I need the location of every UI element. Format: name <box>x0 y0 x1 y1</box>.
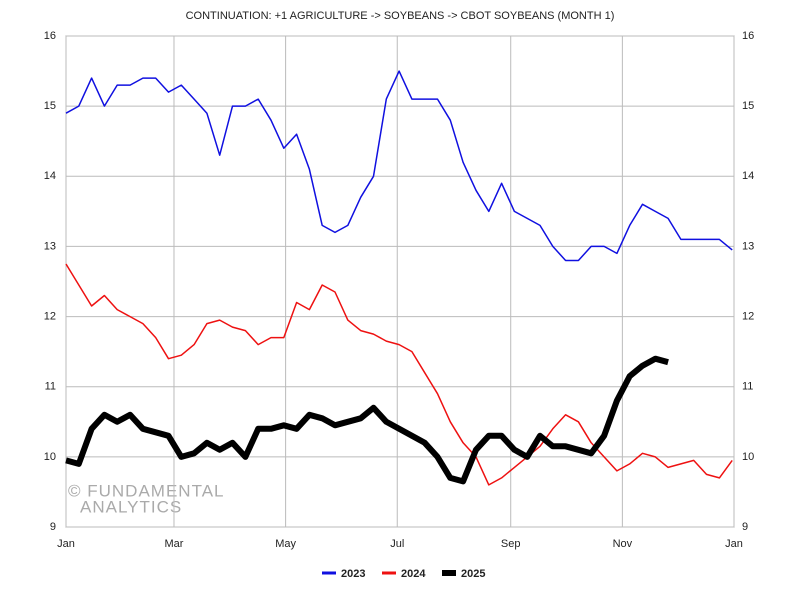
watermark: © FUNDAMENTAL <box>68 481 225 500</box>
y2-tick-label: 14 <box>742 170 754 182</box>
legend-label: 2023 <box>341 568 365 580</box>
x-tick-label: Jan <box>57 538 75 550</box>
plot-frame <box>65 35 735 528</box>
legend-label: 2024 <box>401 568 426 580</box>
chart-title: CONTINUATION: +1 AGRICULTURE -> SOYBEANS… <box>186 10 615 22</box>
y-tick-label: 12 <box>44 310 56 322</box>
x-tick-label: Mar <box>165 538 184 550</box>
y2-tick-label: 9 <box>742 521 748 533</box>
y-tick-label: 13 <box>44 240 56 252</box>
y2-tick-label: 10 <box>742 451 754 463</box>
watermark: ANALYTICS <box>80 497 182 516</box>
y2-tick-label: 15 <box>742 100 754 112</box>
y-tick-label: 10 <box>44 451 56 463</box>
x-tick-label: Jan <box>725 538 743 550</box>
y-tick-label: 11 <box>45 381 56 393</box>
series-line <box>65 70 733 262</box>
x-tick-label: Sep <box>501 538 521 550</box>
y-tick-label: 15 <box>44 100 56 112</box>
y-tick-label: 9 <box>50 521 56 533</box>
y2-tick-label: 11 <box>742 381 753 393</box>
x-tick-label: Jul <box>390 538 404 550</box>
y2-tick-label: 13 <box>742 240 754 252</box>
x-tick-label: Nov <box>613 538 633 550</box>
y2-tick-label: 16 <box>742 30 754 42</box>
series-line <box>65 263 733 486</box>
y-tick-label: 14 <box>44 170 56 182</box>
y-tick-label: 16 <box>44 30 56 42</box>
x-tick-label: May <box>275 538 296 550</box>
series-line <box>65 355 669 485</box>
legend-label: 2025 <box>461 568 485 580</box>
y2-tick-label: 12 <box>742 310 754 322</box>
